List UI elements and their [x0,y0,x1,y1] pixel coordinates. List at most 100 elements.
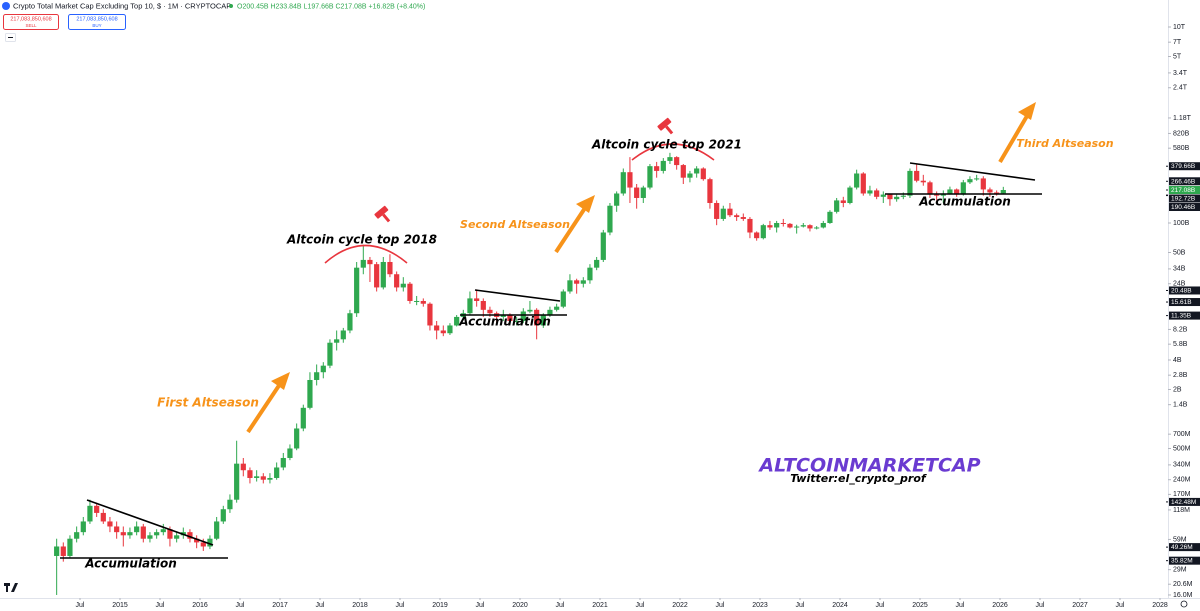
candle-body [354,267,360,314]
trend-line [86,499,214,546]
price-label-box [1169,556,1200,565]
y-tick-label: 16.0M [1173,592,1193,599]
candle-body [647,166,653,188]
x-tick-label: Jul [476,602,485,609]
candle-body [154,532,160,536]
x-tick-label: Jul [716,602,725,609]
y-tick-label: 700M [1173,431,1191,438]
x-tick-label: Jul [876,602,885,609]
annotation: Twitter:el_crypto_prof [790,472,927,485]
candle-body [780,222,786,224]
y-tick-label: 100B [1173,220,1190,227]
x-tick-label: Jul [556,602,565,609]
candle-body [254,476,260,478]
x-tick-label: 2021 [592,602,608,609]
candle-body [520,311,526,321]
candle-body [707,179,713,203]
buy-button[interactable] [68,14,126,30]
x-tick-label: Jul [796,602,805,609]
annotation: Third Altseason [1016,137,1113,150]
sell-price: 217,083,850,608 [10,16,51,22]
candle-body [534,309,540,326]
candle-body [800,225,806,227]
candle-body [820,222,826,228]
candle-body [167,529,173,539]
candle-body [594,259,600,268]
settings-button[interactable] [1180,600,1188,608]
candle-body [694,168,700,174]
candle-body [294,428,300,449]
candle-body [307,379,313,408]
candle-body [260,476,266,480]
candle-body [387,261,393,275]
candle-body [114,526,120,533]
candle-body [514,320,520,322]
y-tick-label: 10T [1173,24,1186,31]
candle-body [974,178,980,180]
candle-body [147,535,153,539]
x-tick-label: Jul [636,602,645,609]
candle-body [760,225,766,239]
candle-body [200,542,206,547]
x-tick-label: Jul [956,602,965,609]
candle-body [134,526,140,533]
price-label: 35.82M [1171,558,1193,565]
candle-body [714,202,720,219]
candle-body [954,189,960,195]
price-label: 379.66B [1171,163,1195,170]
candle-body [320,365,326,373]
symbol-title: Crypto Total Market Cap Excluding Top 10… [13,1,231,10]
y-tick-label: 7T [1173,39,1182,46]
candle-body [1000,190,1006,194]
top-arc [324,244,408,264]
price-label: 217.08B [1171,187,1195,194]
y-tick-label: 170M [1173,491,1191,498]
candle-body [627,172,633,188]
candle-body [827,211,833,223]
x-tick-label: 2023 [752,602,768,609]
candle-body [194,538,200,543]
y-tick-label: 1.4B [1173,402,1188,409]
candle-body [727,208,733,216]
candle-body [667,157,673,161]
candle-body [920,180,926,183]
candle-body [654,166,660,171]
candle-body [894,196,900,200]
candle-body [67,538,73,556]
candle-body [274,467,280,478]
candle-body [340,330,346,340]
candle-body [734,215,740,218]
status-dot [229,4,233,8]
buy-label: BUY [92,23,101,28]
candle-body [187,532,193,539]
candle-body [87,505,93,522]
y-tick-label: 20.6M [1173,581,1193,588]
annotation: Altcoin cycle top 2021 [591,138,742,152]
candle-body [980,178,986,190]
price-label-box [1169,162,1200,171]
x-tick-label: 2018 [352,602,368,609]
x-tick-label: 2020 [512,602,528,609]
candle-body [767,225,773,228]
candle-body [634,187,640,198]
tradingview-logo [4,583,18,592]
y-tick-label: 820B [1173,130,1190,137]
x-tick-label: 2015 [112,602,128,609]
candle-body [860,173,866,194]
candle-body [474,298,480,301]
y-tick-label: 500M [1173,445,1191,452]
candle-body [754,232,760,239]
sell-button[interactable] [3,14,59,30]
candle-body [300,407,306,429]
candle-body [160,529,166,533]
candle-body [640,187,646,198]
candle-body [607,205,613,233]
price-label: 49.26M [1171,544,1193,551]
candle-body [440,330,446,334]
ohlc-values: O200.45B H233.84B L197.66B C217.08B +16.… [237,3,425,10]
candle-body [987,189,993,193]
candle-body [334,339,340,343]
y-tick-label: 3.4T [1173,70,1188,77]
y-tick-label: 34B [1173,266,1186,273]
candle-body [720,208,726,219]
